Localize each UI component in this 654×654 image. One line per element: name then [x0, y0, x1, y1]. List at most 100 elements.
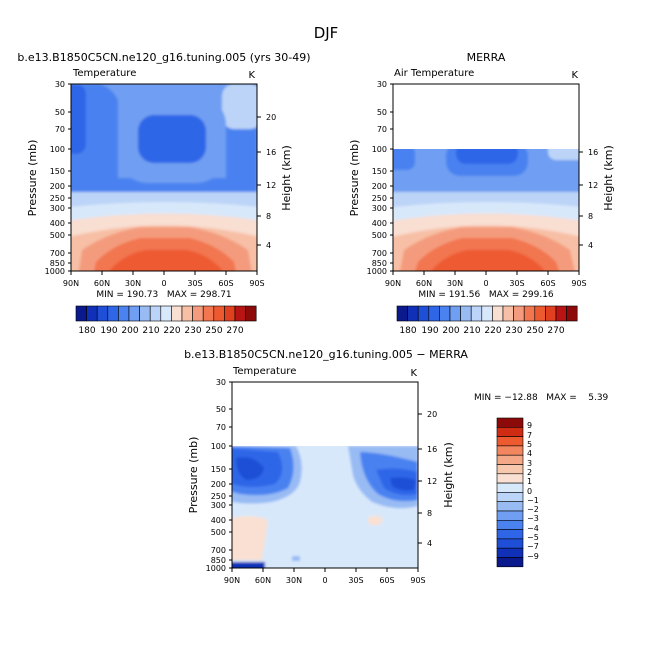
- colorbar-swatch: [513, 305, 525, 322]
- y-tick-label: 1000: [45, 267, 65, 276]
- colorbar-swatch: [496, 529, 524, 540]
- colorbar-merra-boxes: [396, 305, 578, 322]
- colorbar-swatch: [470, 305, 483, 322]
- height-tick-label: 20: [266, 113, 276, 122]
- y-tick-label: 400: [372, 219, 387, 228]
- colorbar-label: 250: [526, 326, 543, 336]
- y-tick-label: 250: [372, 194, 387, 203]
- colorbar-swatch: [96, 305, 109, 322]
- height-tick-label: 8: [427, 509, 432, 518]
- panel-difference-ylabel: Pressure (mb): [187, 437, 200, 514]
- y-tick-label: 70: [216, 423, 226, 432]
- panel-model-stats: MIN = 190.73 MAX = 298.71: [96, 290, 231, 300]
- colorbar-swatch: [428, 305, 440, 322]
- colorbar-label: −2: [527, 505, 539, 514]
- panel-merra-ylabel: Pressure (mb): [348, 140, 361, 217]
- colorbar-swatch: [234, 305, 246, 322]
- colorbar-label: 5: [527, 440, 532, 449]
- field-c-warm-left: [232, 516, 268, 560]
- x-tick-label: 90S: [571, 279, 586, 288]
- colorbar-label: 230: [184, 326, 201, 336]
- y-tick-label: 850: [372, 259, 387, 268]
- panel-model: b.e13.B1850C5CN.ne120_g16.tuning.005 (yr…: [17, 51, 310, 300]
- colorbar-label: 3: [527, 459, 532, 468]
- colorbar-swatch: [224, 305, 236, 322]
- colorbar-difference-labels: 9 7 5 4 3 2 1 0 −1 −2 −3 −4 −5 −7 −9: [527, 421, 539, 561]
- y-tick-label: 500: [50, 231, 65, 240]
- colorbar-label: 180: [399, 326, 416, 336]
- colorbar-swatch: [496, 501, 524, 512]
- y-tick-label: 100: [372, 145, 387, 154]
- panel-merra-variable: Air Temperature: [394, 68, 474, 79]
- panel-difference-title: b.e13.B1850C5CN.ne120_g16.tuning.005 − M…: [184, 348, 468, 361]
- panel-merra-y-ticks-left: 30 50 70 100 150 200 250 300 400 500 700…: [367, 80, 393, 276]
- field-c-sfc-patch: [292, 556, 300, 561]
- colorbar-label: −9: [527, 552, 539, 561]
- field-a-top-right: [222, 84, 257, 129]
- colorbar-swatch: [496, 492, 524, 502]
- colorbar-label: 270: [547, 326, 564, 336]
- panel-difference-ylabel-right: Height (km): [442, 442, 455, 508]
- y-tick-label: 1000: [367, 267, 387, 276]
- height-tick-label: 4: [588, 241, 593, 250]
- x-tick-label: 0: [161, 279, 166, 288]
- panel-model-ylabel: Pressure (mb): [26, 140, 39, 217]
- y-tick-label: 70: [377, 125, 387, 134]
- x-tick-label: 90S: [410, 576, 425, 585]
- field-b-pole-n: [393, 149, 415, 170]
- colorbar-label: 250: [205, 326, 222, 336]
- y-tick-label: 850: [211, 556, 226, 565]
- x-tick-label: 0: [322, 576, 327, 585]
- colorbar-swatch: [502, 305, 514, 322]
- colorbar-swatch: [523, 305, 536, 322]
- colorbar-label: 210: [142, 326, 159, 336]
- colorbar-swatch: [107, 305, 119, 322]
- colorbar-swatch: [534, 305, 546, 322]
- field-a-band-7: [109, 250, 223, 271]
- colorbar-label: 9: [527, 421, 532, 430]
- x-tick-label: 60S: [218, 279, 233, 288]
- y-tick-label: 150: [372, 167, 387, 176]
- colorbar-label: 4: [527, 449, 532, 458]
- x-tick-label: 90N: [385, 279, 401, 288]
- y-tick-label: 300: [372, 204, 387, 213]
- colorbar-swatch: [139, 305, 151, 322]
- y-tick-label: 400: [211, 516, 226, 525]
- colorbar-swatch: [496, 464, 524, 475]
- colorbar-label: 7: [527, 431, 532, 440]
- field-c-cold-sh-4: [390, 477, 416, 491]
- x-tick-label: 60S: [379, 576, 394, 585]
- colorbar-swatch: [192, 305, 204, 322]
- panel-merra-ylabel-right: Height (km): [602, 145, 615, 211]
- colorbar-swatch: [171, 305, 183, 322]
- x-tick-label: 90S: [249, 279, 264, 288]
- colorbar-label: −3: [527, 514, 539, 523]
- panel-merra-units: K: [571, 70, 578, 81]
- y-tick-label: 200: [372, 182, 387, 191]
- y-tick-label: 150: [211, 465, 226, 474]
- colorbar-swatch: [149, 305, 162, 322]
- panel-difference-x-ticks: 90N 60N 30N 0 30S 60S 90S: [224, 568, 426, 585]
- y-tick-label: 200: [211, 480, 226, 489]
- panel-model-ylabel-right: Height (km): [280, 145, 293, 211]
- colorbar-label: 230: [505, 326, 522, 336]
- panel-model-variable: Temperature: [72, 68, 136, 79]
- x-tick-label: 90N: [224, 576, 240, 585]
- colorbar-swatch: [492, 305, 504, 322]
- panel-difference-y-ticks-right: 4 8 12 16 20: [418, 410, 437, 548]
- colorbar-swatch: [160, 305, 172, 322]
- x-tick-label: 60N: [255, 576, 271, 585]
- height-tick-label: 16: [427, 445, 437, 454]
- height-tick-label: 8: [588, 212, 593, 221]
- x-tick-label: 30S: [348, 576, 363, 585]
- colorbar-swatch: [496, 519, 524, 530]
- colorbar-swatch: [245, 305, 257, 322]
- colorbar-swatch: [496, 473, 524, 484]
- y-tick-label: 700: [211, 546, 226, 555]
- colorbar-swatch: [86, 305, 98, 322]
- height-tick-label: 16: [588, 148, 598, 157]
- height-tick-label: 8: [266, 212, 271, 221]
- colorbar-label: 1: [527, 477, 532, 486]
- colorbar-swatch: [496, 557, 524, 568]
